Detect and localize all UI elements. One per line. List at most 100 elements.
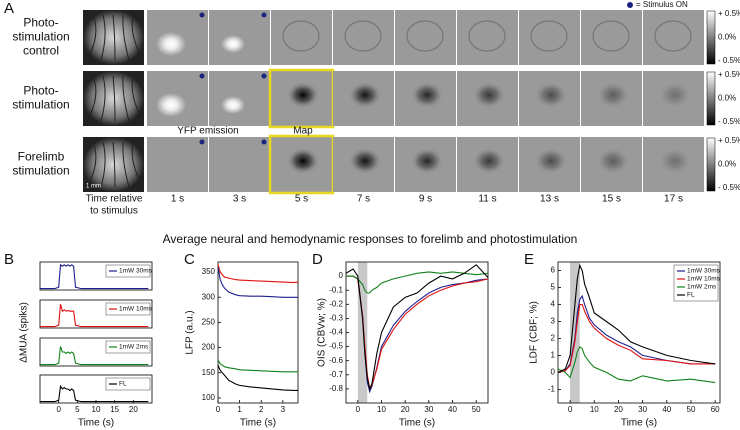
map-image <box>395 10 456 65</box>
map-image <box>519 10 580 65</box>
response <box>344 20 382 52</box>
colorbar-label: + 0.5% <box>718 9 740 18</box>
series-line <box>217 266 298 298</box>
y-tick-label: -0.5 <box>329 342 343 351</box>
x-tick-label: 20 <box>129 405 138 414</box>
x-axis-label: Time (s) <box>621 418 657 429</box>
x-axis-label: Time (s) <box>78 418 114 429</box>
row-label: Forelimb <box>18 150 65 164</box>
x-tick-label: 1 <box>237 405 242 414</box>
time-label: 13 s <box>540 194 559 205</box>
response <box>473 148 505 174</box>
legend-label: FL <box>687 292 695 299</box>
x-tick-label: 15 <box>110 405 119 414</box>
annotation: YFP emission <box>177 126 239 137</box>
x-tick-label: 10 <box>92 405 101 414</box>
vessel <box>86 14 97 61</box>
legend-box <box>105 377 151 391</box>
map-image <box>457 10 518 65</box>
x-tick-label: 30 <box>424 405 433 414</box>
vessel <box>100 75 106 122</box>
y-tick-label: 6 <box>551 266 556 275</box>
response <box>349 82 381 108</box>
x-tick-label: 0 <box>216 405 221 414</box>
panel-letter: E <box>524 251 534 268</box>
stimulus-dot <box>261 139 267 145</box>
legend-box <box>105 264 151 278</box>
legend-label: 1mW 2ms <box>687 284 717 291</box>
plot-frame <box>217 261 299 404</box>
series-line <box>40 263 149 290</box>
x-tick-label: 10 <box>377 405 386 414</box>
time-label: 5 s <box>295 194 308 205</box>
x-tick-label: 0 <box>356 405 361 414</box>
colorbar-label: - 0.5% <box>718 183 740 192</box>
colorbar <box>706 10 716 65</box>
series-line <box>557 294 716 373</box>
colorbar-label: + 0.5% <box>718 136 740 145</box>
colorbar <box>706 137 716 192</box>
panel-letter: D <box>312 251 323 268</box>
vessel <box>122 75 130 122</box>
y-axis-label: OIS (CBVw; %) <box>317 298 328 367</box>
colorbar-label: 0.0% <box>718 160 736 169</box>
x-tick-label: 20 <box>401 405 410 414</box>
panel-letter: A <box>4 0 14 17</box>
y-tick-label: -0.8 <box>329 384 343 393</box>
yfp-glow <box>156 32 186 56</box>
legend-label: 1mW 10ms <box>119 306 153 313</box>
row-label: stimulation <box>12 30 69 44</box>
y-tick-label: 200 <box>202 343 216 352</box>
stimulus-dot <box>261 12 267 18</box>
time-label: 17 s <box>664 194 683 205</box>
row-label: stimulation <box>12 164 69 178</box>
x-axis-label: Time (s) <box>240 418 276 429</box>
yfp-glow <box>156 93 186 117</box>
y-tick-label: 350 <box>202 267 216 276</box>
x-tick-label: 50 <box>687 405 696 414</box>
map-image <box>209 137 270 192</box>
row-label: control <box>23 44 59 58</box>
series-line <box>346 271 489 294</box>
series-line <box>557 346 716 384</box>
x-tick-label: 60 <box>711 405 720 414</box>
response <box>597 82 629 108</box>
x-tick-label: 3 <box>281 405 286 414</box>
vessel <box>86 141 97 188</box>
response <box>411 82 443 108</box>
y-tick-label: -0.3 <box>329 314 343 323</box>
series-line <box>40 384 149 403</box>
x-tick-label: 40 <box>448 405 457 414</box>
response <box>282 20 320 52</box>
time-label: 11 s <box>478 194 496 205</box>
time-label: to stimulus <box>90 206 138 217</box>
series-line <box>557 303 716 373</box>
response <box>654 20 692 52</box>
vessel <box>131 14 144 61</box>
legend-box <box>105 340 151 354</box>
legend-box <box>105 302 151 316</box>
colorbar-label: 0.0% <box>718 33 736 42</box>
response <box>530 20 568 52</box>
legend-label: = Stimulus ON <box>636 0 688 9</box>
time-label: 7 s <box>357 194 370 205</box>
legend-label: 1mW 30ms <box>687 268 721 275</box>
x-tick-label: 20 <box>614 405 623 414</box>
stimulus-dot <box>199 73 205 79</box>
response <box>349 148 381 174</box>
vessel <box>131 141 144 188</box>
vessel <box>100 141 106 188</box>
y-axis-label: ΔMUA (spiks) <box>19 302 30 363</box>
series-line <box>40 304 149 328</box>
row-label: Photo- <box>23 84 58 98</box>
series-line <box>345 264 489 391</box>
annotation: Map <box>293 126 313 137</box>
response <box>535 148 567 174</box>
legend-label: FL <box>119 381 127 388</box>
stimulus-span <box>357 262 368 403</box>
vessel <box>131 75 144 122</box>
x-tick-label: 0 <box>56 405 61 414</box>
response <box>411 148 443 174</box>
time-label: 15 s <box>602 194 621 205</box>
colorbar <box>706 71 716 126</box>
